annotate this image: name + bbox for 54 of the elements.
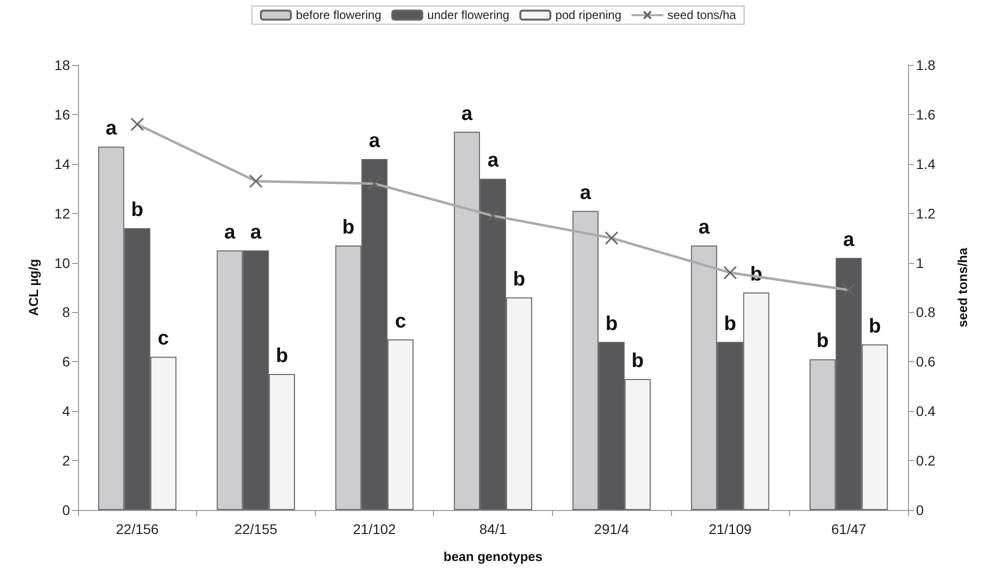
- data-label: b: [605, 312, 618, 335]
- data-label: b: [131, 199, 144, 222]
- x-axis-title: bean genotypes: [444, 549, 542, 564]
- y2-tick-label: 1.2: [916, 205, 936, 222]
- x-tick-label: 22/156: [116, 521, 159, 537]
- legend-label: before flowering: [296, 8, 382, 22]
- y2-tick-label: 1.8: [916, 57, 936, 73]
- y-tick-label: 8: [62, 304, 70, 320]
- data-label: a: [250, 221, 262, 244]
- y2-tick-label: 0.8: [916, 304, 936, 320]
- y-tick-label: 6: [62, 354, 70, 370]
- data-label: a: [224, 221, 236, 244]
- y-tick-label: 4: [62, 403, 70, 420]
- y2-tick-label: 1.4: [916, 156, 936, 172]
- y-axis-title: ACL µg/g: [26, 258, 41, 316]
- data-label: a: [698, 216, 710, 238]
- data-label: b: [868, 315, 881, 338]
- data-label: b: [816, 330, 829, 352]
- legend-label: pod ripening: [555, 8, 622, 22]
- data-label: a: [368, 130, 381, 152]
- data-label: a: [580, 182, 592, 204]
- data-label: b: [276, 345, 288, 368]
- data-label: a: [461, 102, 474, 125]
- y2-tick-label: 1: [916, 254, 924, 271]
- data-label: a: [106, 118, 118, 140]
- y2-tick-label: 0.4: [916, 403, 936, 420]
- data-label: a: [487, 150, 500, 172]
- data-label: b: [632, 350, 644, 372]
- y2-tick-label: 1.6: [916, 106, 936, 122]
- y-tick-label: 16: [54, 106, 70, 122]
- data-label: c: [158, 328, 169, 350]
- y-tick-label: 0: [62, 502, 70, 518]
- data-label: b: [342, 216, 354, 238]
- y2-tick-label: 0.6: [916, 354, 936, 370]
- data-label: a: [843, 228, 856, 251]
- y2-tick-label: 0: [916, 502, 924, 518]
- x-tick-label: 84/1: [479, 521, 507, 537]
- y2-tick-label: 0.2: [916, 452, 936, 469]
- x-tick-label: 21/109: [708, 521, 752, 537]
- x-tick-label: 21/102: [353, 521, 396, 537]
- y-tick-label: 2: [62, 452, 70, 469]
- x-tick-label: 22/155: [234, 521, 278, 537]
- y2-axis-title: seed tons/ha: [955, 247, 970, 328]
- legend-label: under flowering: [427, 8, 510, 22]
- y-tick-label: 12: [54, 205, 70, 222]
- legend-label: seed tons/ha: [667, 8, 736, 22]
- x-tick-label: 291/4: [594, 521, 630, 537]
- data-label: b: [512, 268, 526, 290]
- data-label: c: [394, 310, 406, 332]
- y-tick-label: 10: [54, 254, 70, 271]
- y-tick-label: 18: [54, 57, 70, 73]
- data-label: b: [724, 312, 736, 335]
- y-tick-label: 14: [54, 156, 70, 172]
- x-tick-label: 61/47: [831, 521, 866, 537]
